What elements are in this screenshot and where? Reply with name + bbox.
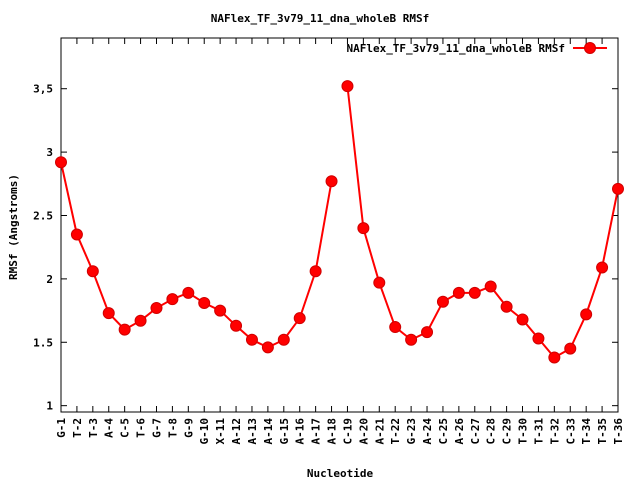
x-tick-label: C-29 xyxy=(501,418,514,445)
data-point xyxy=(500,300,513,313)
plot-border xyxy=(60,37,619,413)
x-axis-label: Nucleotide xyxy=(307,467,374,480)
data-point xyxy=(596,261,609,274)
legend-label: NAFlex_TF_3v79_11_dna_wholeB RMSf xyxy=(346,42,565,55)
data-point xyxy=(166,293,179,306)
y-tick-label: 1.5 xyxy=(33,336,53,349)
data-point xyxy=(293,312,306,325)
x-tick-label: G-10 xyxy=(198,418,211,445)
data-point xyxy=(564,342,577,355)
x-tick-label: C-33 xyxy=(564,418,577,445)
y-tick-label: 1 xyxy=(46,400,53,413)
data-point xyxy=(309,265,322,278)
y-tick-label: 2 xyxy=(46,273,53,286)
data-point xyxy=(612,182,624,195)
data-point xyxy=(102,307,115,320)
x-tick-label: T-8 xyxy=(166,418,179,438)
x-tick-label: C-28 xyxy=(485,418,498,445)
axes-layer: 11.522.533,5G-1 T-2 T-3 A-4 C-5 T-6 G-7 T-8 G-9 G… xyxy=(33,37,625,445)
x-tick-label: T-35 xyxy=(596,418,609,445)
data-point xyxy=(452,286,465,299)
x-tick-label: A-24 xyxy=(421,418,434,445)
data-point xyxy=(214,304,227,317)
x-tick-label: T-31 xyxy=(532,418,545,445)
x-tick-label: T-34 xyxy=(580,418,593,445)
x-tick-label: A-16 xyxy=(294,418,307,445)
x-tick-label: A-17 xyxy=(310,418,323,445)
x-tick-label: T-6 xyxy=(135,418,148,438)
x-tick-label: A-20 xyxy=(357,418,370,445)
x-tick-label: G-9 xyxy=(182,418,195,438)
data-point xyxy=(86,265,99,278)
y-tick-label: 3 xyxy=(46,146,53,159)
data-point xyxy=(55,156,67,169)
data-point xyxy=(277,333,290,346)
data-point xyxy=(516,313,529,326)
x-tick-label: C-27 xyxy=(469,418,482,445)
chart-title: NAFlex_TF_3v79_11_dna_wholeB RMSf xyxy=(211,12,430,25)
data-point xyxy=(261,341,274,354)
x-tick-label: X-11 xyxy=(214,418,227,445)
x-tick-label: T-3 xyxy=(87,418,100,438)
legend-marker xyxy=(584,42,596,54)
data-point xyxy=(436,295,449,308)
data-point xyxy=(245,333,258,346)
series-line xyxy=(346,86,619,359)
data-point xyxy=(405,333,418,346)
x-tick-label: A-14 xyxy=(262,418,275,445)
data-point xyxy=(182,286,195,299)
data-point xyxy=(134,314,147,327)
series-layer xyxy=(55,80,624,364)
data-point xyxy=(325,175,338,188)
data-point xyxy=(198,296,211,309)
x-tick-label: A-18 xyxy=(326,418,339,445)
data-point xyxy=(548,351,561,364)
series-line xyxy=(60,162,333,349)
x-tick-label: A-21 xyxy=(373,418,386,445)
data-point xyxy=(118,323,131,336)
x-tick-label: A-26 xyxy=(453,418,466,445)
x-tick-label: G-7 xyxy=(150,418,163,438)
legend: NAFlex_TF_3v79_11_dna_wholeB RMSf xyxy=(346,42,607,55)
data-point xyxy=(532,332,545,345)
data-point xyxy=(230,319,243,332)
x-tick-label: A-4 xyxy=(103,418,116,438)
data-point xyxy=(373,276,386,289)
y-tick-label: 2.5 xyxy=(33,209,53,222)
x-tick-label: C-25 xyxy=(437,418,450,445)
x-tick-label: T-2 xyxy=(71,418,84,438)
data-point xyxy=(421,326,434,339)
x-tick-label: T-22 xyxy=(389,418,402,445)
data-point xyxy=(389,321,402,334)
data-point xyxy=(484,280,497,293)
data-point xyxy=(580,308,593,321)
x-tick-label: C-5 xyxy=(119,418,132,438)
x-tick-label: T-30 xyxy=(517,418,530,445)
data-point xyxy=(150,302,163,315)
x-tick-label: A-12 xyxy=(230,418,243,445)
data-point xyxy=(468,286,481,299)
x-tick-label: A-13 xyxy=(246,418,259,445)
x-tick-label: C-19 xyxy=(341,418,354,445)
x-tick-label: G-15 xyxy=(278,418,291,445)
data-point xyxy=(357,222,370,235)
x-tick-label: T-32 xyxy=(548,418,561,445)
x-tick-label: G-1 xyxy=(55,418,68,438)
x-tick-label: T-36 xyxy=(612,418,625,445)
x-tick-label: G-23 xyxy=(405,418,418,445)
y-axis-label: RMSf (Angstroms) xyxy=(7,174,20,280)
y-tick-label: 3,5 xyxy=(33,83,53,96)
data-point xyxy=(70,228,83,241)
data-point xyxy=(341,80,354,93)
